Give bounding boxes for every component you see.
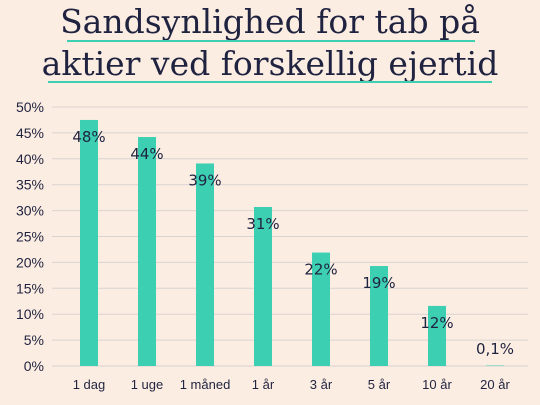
chart-title-line-2: aktier ved forskellig ejertid [41, 44, 499, 83]
bar-6 [428, 305, 446, 366]
bar-3 [254, 206, 272, 366]
data-label-3: 31% [246, 215, 279, 233]
category-label-4: 3 år [310, 377, 333, 392]
data-label-5: 19% [362, 274, 395, 292]
category-label-3: 1 år [252, 377, 275, 392]
bar-2 [196, 163, 214, 366]
bar-1 [138, 137, 156, 366]
data-label-6: 12% [420, 314, 453, 332]
y-tick-label-35: 35% [16, 177, 44, 193]
category-label-6: 10 år [422, 377, 452, 392]
chart-title-line-1: Sandsynlighed for tab på [60, 2, 480, 41]
y-tick-label-50: 50% [16, 99, 44, 115]
y-axis-ticks: 0% 5% 10% 15% 20% 25% 30% 35% 40% 45% 50% [16, 99, 44, 374]
bar-5 [370, 266, 388, 366]
data-label-0: 48% [72, 128, 105, 146]
bars [80, 119, 504, 366]
category-label-2: 1 måned [180, 377, 231, 392]
category-label-7: 20 år [480, 377, 510, 392]
y-tick-label-20: 20% [16, 254, 44, 270]
title-underline-1 [67, 40, 475, 42]
x-axis-categories: 1 dag 1 uge 1 måned 1 år 3 år 5 år 10 år 20 år [73, 377, 511, 392]
y-tick-label-15: 15% [16, 280, 44, 296]
category-label-5: 5 år [368, 377, 391, 392]
y-tick-label-0: 0% [24, 358, 44, 374]
bar-4 [312, 252, 330, 366]
gridlines [52, 106, 528, 367]
data-label-2: 39% [188, 171, 221, 189]
y-tick-label-40: 40% [16, 151, 44, 167]
y-tick-label-10: 10% [16, 306, 44, 322]
y-tick-label-45: 45% [16, 125, 44, 141]
data-label-4: 22% [304, 261, 337, 279]
y-tick-label-30: 30% [16, 203, 44, 219]
category-label-1: 1 uge [131, 377, 164, 392]
y-tick-label-5: 5% [24, 332, 44, 348]
data-label-1: 44% [130, 145, 163, 163]
y-tick-label-25: 25% [16, 229, 44, 245]
category-label-0: 1 dag [73, 377, 106, 392]
data-label-7: 0,1% [476, 340, 514, 358]
title-underline-2 [48, 81, 492, 83]
bar-7 [486, 365, 504, 366]
bar-0 [80, 119, 98, 366]
data-labels: 48% 44% 39% 31% 22% 19% 12% 0,1% [72, 128, 514, 358]
